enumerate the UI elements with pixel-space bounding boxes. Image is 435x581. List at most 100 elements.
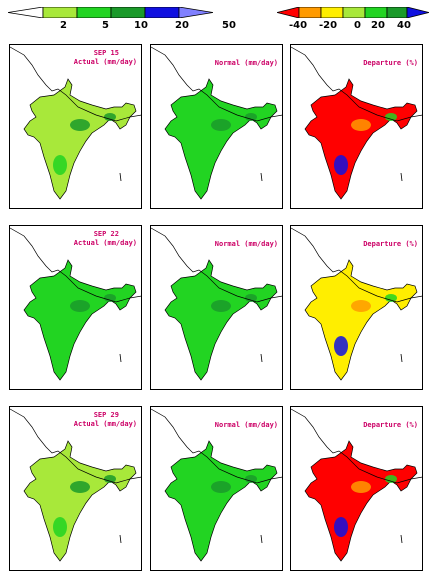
india-landmass [164, 259, 278, 381]
panel-label: Normal (mm/day) [215, 59, 278, 68]
rainfall-region [245, 294, 257, 302]
rainfall-region [70, 300, 90, 312]
rainfall-tick: 5 [102, 20, 109, 31]
india-landmass [23, 78, 137, 200]
rainfall-region [194, 517, 208, 537]
panel-label: Normal (mm/day) [215, 240, 278, 249]
panel-label: SEP 29 Actual (mm/day) [74, 411, 137, 429]
rainfall-region [104, 475, 116, 483]
departure-tick: -40 [289, 20, 308, 31]
departure-tick: 20 [371, 20, 385, 31]
rainfall-region [245, 113, 257, 121]
country-border [151, 46, 282, 122]
rainfall-region [334, 336, 348, 356]
islands [400, 172, 403, 182]
india-map [10, 46, 141, 200]
map-panel: Normal (mm/day) [150, 44, 283, 209]
islands [260, 534, 263, 544]
date-label: SEP 29 [93, 411, 119, 419]
departure-tick: 40 [397, 20, 411, 31]
panel-title: Normal (mm/day) [214, 59, 278, 67]
panel-title: Actual (mm/day) [73, 239, 137, 247]
islands [119, 353, 122, 363]
panel-title: Actual (mm/day) [73, 420, 137, 428]
rainfall-region [211, 481, 231, 493]
islands [260, 353, 263, 363]
panel-label: SEP 15 Actual (mm/day) [74, 49, 137, 67]
departure-tick: 0 [354, 20, 361, 31]
rainfall-tick: 20 [175, 20, 189, 31]
rainfall-region [334, 155, 348, 175]
country-border [10, 46, 141, 122]
rainfall-region [385, 113, 397, 121]
india-map [10, 408, 141, 562]
map-panel: SEP 29 Actual (mm/day) [9, 406, 142, 571]
map-panel: Departure (%) [290, 225, 423, 390]
rainfall-region [211, 300, 231, 312]
india-map [291, 227, 422, 381]
india-map [151, 227, 282, 381]
islands [119, 534, 122, 544]
country-border [151, 408, 282, 484]
country-border [291, 227, 422, 303]
panel-title: Departure (%) [363, 240, 418, 248]
country-border [10, 408, 141, 484]
rainfall-tick: 2 [60, 20, 67, 31]
country-border [291, 46, 422, 122]
rainfall-region [194, 336, 208, 356]
rainfall-region [104, 294, 116, 302]
india-landmass [304, 259, 418, 381]
rainfall-region [104, 113, 116, 121]
panel-label: Normal (mm/day) [215, 421, 278, 430]
rainfall-region [194, 155, 208, 175]
departure-tick: -20 [319, 20, 338, 31]
panel-label: Departure (%) [363, 421, 418, 430]
map-panel: SEP 15 Actual (mm/day) [9, 44, 142, 209]
panel-title: Actual (mm/day) [73, 58, 137, 66]
date-label: SEP 22 [93, 230, 119, 238]
panel-label: Departure (%) [363, 59, 418, 68]
islands [400, 353, 403, 363]
panel-title: Normal (mm/day) [214, 240, 278, 248]
islands [400, 534, 403, 544]
rainfall-region [245, 475, 257, 483]
map-panel: Departure (%) [290, 406, 423, 571]
country-border [291, 408, 422, 484]
map-panel: Normal (mm/day) [150, 225, 283, 390]
map-panel: Departure (%) [290, 44, 423, 209]
date-label: SEP 15 [93, 49, 119, 57]
panel-title: Departure (%) [363, 59, 418, 67]
rainfall-region [334, 517, 348, 537]
map-panel: Normal (mm/day) [150, 406, 283, 571]
india-map [10, 227, 141, 381]
rainfall-region [211, 119, 231, 131]
rainfall-region [385, 294, 397, 302]
panel-title: Normal (mm/day) [214, 421, 278, 429]
islands [119, 172, 122, 182]
rainfall-region [385, 475, 397, 483]
panel-title: Departure (%) [363, 421, 418, 429]
panel-label: Departure (%) [363, 240, 418, 249]
islands [260, 172, 263, 182]
india-landmass [23, 259, 137, 381]
departure-colorbar [277, 7, 429, 18]
india-map [151, 408, 282, 562]
rainfall-region [70, 119, 90, 131]
india-landmass [164, 440, 278, 562]
india-landmass [304, 78, 418, 200]
country-border [151, 227, 282, 303]
india-map [291, 408, 422, 562]
rainfall-region [53, 517, 67, 537]
india-landmass [304, 440, 418, 562]
rainfall-tick: 10 [134, 20, 148, 31]
india-landmass [164, 78, 278, 200]
rainfall-region [70, 481, 90, 493]
rainfall-colorbar [8, 7, 213, 18]
rainfall-region [53, 155, 67, 175]
india-map [291, 46, 422, 200]
india-map [151, 46, 282, 200]
india-landmass [23, 440, 137, 562]
rainfall-tick: 50 [222, 20, 236, 31]
rainfall-region [351, 119, 371, 131]
map-panel: SEP 22 Actual (mm/day) [9, 225, 142, 390]
